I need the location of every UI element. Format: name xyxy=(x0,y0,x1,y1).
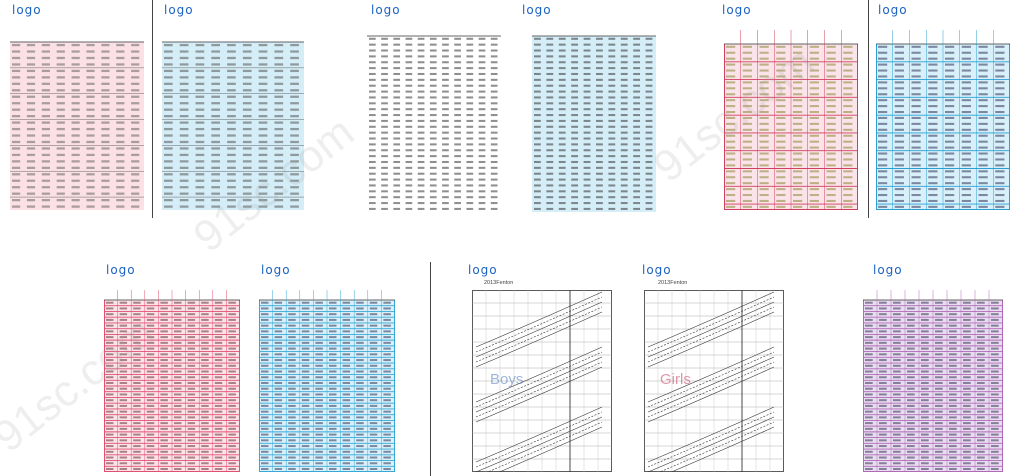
divider xyxy=(152,0,153,218)
blue-grid-table xyxy=(259,290,395,472)
logo: logo xyxy=(164,3,194,17)
logo: logo xyxy=(722,3,752,17)
logo: logo xyxy=(261,263,291,277)
sheet-1: logo xyxy=(8,2,148,214)
pink-grid-table xyxy=(104,290,240,472)
sheet-3: logo xyxy=(365,2,505,214)
sheet-4: logo xyxy=(520,2,660,214)
logo: logo xyxy=(371,3,401,17)
growth-chart-title: 2013Fenton xyxy=(658,280,688,286)
logo: logo xyxy=(468,263,498,277)
sheet-6: logo xyxy=(872,2,1020,214)
logo: logo xyxy=(106,263,136,277)
sheet-10: logo 2013Fenton Girls xyxy=(640,262,790,474)
sheet-11: logo xyxy=(855,262,1015,474)
divider xyxy=(430,262,431,476)
growth-chart-title: 2013Fenton xyxy=(484,280,514,286)
girls-label: Girls xyxy=(660,371,691,388)
sheet-5: logo xyxy=(718,2,864,214)
pink-grid-table xyxy=(724,30,858,210)
sheet-9: logo 2013Fenton Boys xyxy=(462,262,618,474)
boys-label: Boys xyxy=(490,371,524,388)
sheet-2: logo xyxy=(158,2,308,214)
sheet-7: logo xyxy=(100,262,250,474)
logo: logo xyxy=(642,263,672,277)
blue-table xyxy=(162,28,304,210)
logo: logo xyxy=(522,3,552,17)
growth-chart-boys xyxy=(472,290,612,472)
blue-table xyxy=(532,26,656,212)
plain-table xyxy=(367,26,501,210)
blue-grid-table xyxy=(876,30,1010,210)
logo: logo xyxy=(873,263,903,277)
sheet-8: logo xyxy=(255,262,405,474)
logo: logo xyxy=(12,3,42,17)
pink-table xyxy=(10,28,144,210)
divider xyxy=(868,0,869,218)
growth-chart-girls xyxy=(644,290,784,472)
logo: logo xyxy=(878,3,908,17)
purple-grid-table xyxy=(863,290,1003,472)
